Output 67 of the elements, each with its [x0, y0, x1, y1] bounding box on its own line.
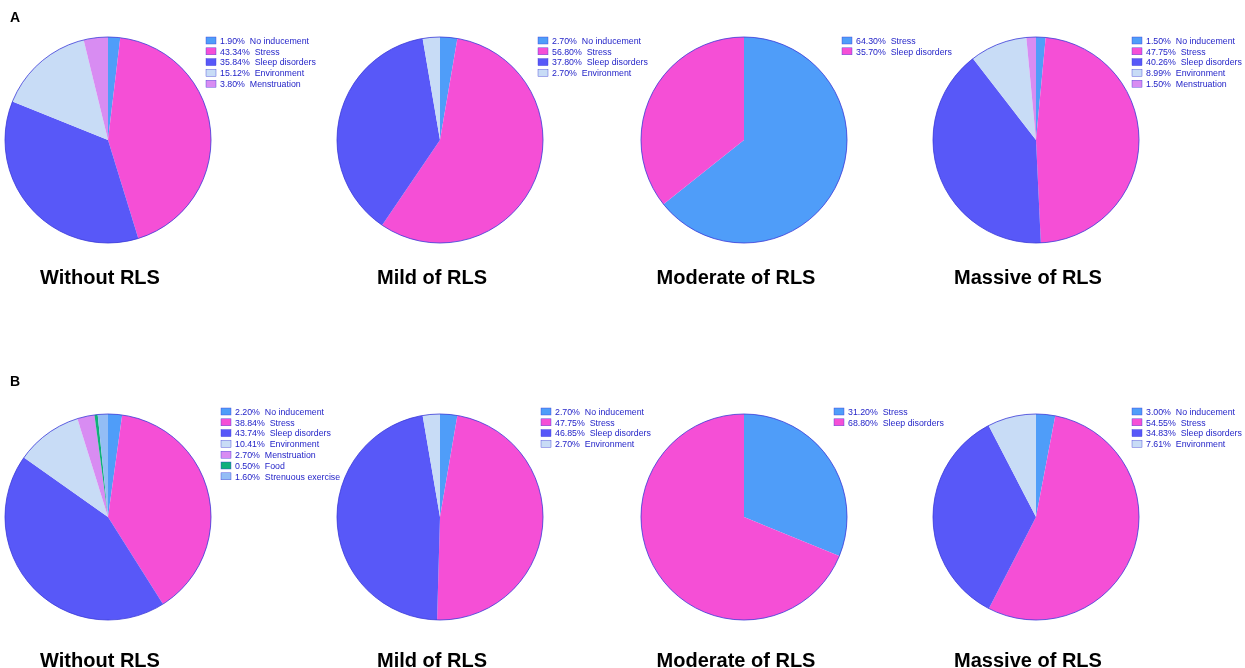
legend-label: 47.75% Stress: [555, 417, 616, 428]
legend-label: 40.26% Sleep disorders: [1146, 57, 1243, 68]
text: Mild of RLS: [377, 266, 487, 288]
text: Moderate of RLS: [656, 649, 816, 668]
pie-slice: [437, 415, 543, 620]
pie-slice: [5, 101, 139, 243]
text: Without RLS: [40, 649, 160, 668]
legend-label: 7.61% Environment: [1146, 439, 1226, 450]
legend-label: 54.55% Stress: [1146, 417, 1207, 428]
pie-slice: [422, 414, 440, 517]
legend-label: 10.41% Environment: [235, 439, 320, 450]
text: A: [10, 9, 21, 25]
legend-label: 34.83% Sleep disorders: [1146, 428, 1243, 439]
pie-slice: [663, 37, 847, 243]
pie-slice: [77, 414, 108, 517]
legend-label: 43.34% Stress: [220, 46, 281, 57]
legend-label: 35.84% Sleep disorders: [220, 57, 317, 68]
legend-label: 31.20% Stress: [848, 406, 909, 417]
legend-label: 2.70% Environment: [555, 439, 635, 450]
pie-slice: [933, 425, 1036, 609]
pie-slice: [337, 38, 440, 226]
text: Massive of RLS: [954, 649, 1102, 668]
pie-slice: [988, 415, 1139, 620]
pie-slice: [972, 37, 1036, 140]
pie-slice: [108, 37, 211, 239]
legend-label: 2.70% Environment: [552, 68, 632, 79]
legend-label: 1.50% No inducement: [1146, 35, 1236, 46]
legend-label: 3.80% Menstruation: [220, 79, 301, 89]
pie-slice: [382, 38, 543, 243]
text: Without RLS: [40, 266, 160, 288]
legend-label: 2.70% No inducement: [555, 406, 645, 417]
legend-label: 1.60% Strenuous exercise: [235, 471, 341, 482]
pie-slice: [23, 418, 108, 517]
pie-slice: [988, 414, 1036, 517]
pie-slice: [440, 37, 458, 140]
legend-label: 38.84% Stress: [235, 417, 296, 428]
legend-label: 3.00% No inducement: [1146, 406, 1236, 417]
legend-label: 2.70% Menstruation: [235, 450, 316, 460]
legend-label: 47.75% Stress: [1146, 46, 1207, 57]
legend-label: 1.50% Menstruation: [1146, 79, 1227, 89]
legend-label: 46.85% Sleep disorders: [555, 428, 652, 439]
pie-slice: [422, 37, 440, 140]
legend-label: 2.20% No inducement: [235, 406, 325, 417]
legend-label: 0.50% Food: [235, 460, 285, 471]
pie-slice: [440, 414, 458, 517]
pie-slice: [108, 414, 211, 605]
text: Massive of RLS: [954, 266, 1102, 288]
pie-slice: [12, 39, 108, 140]
legend-label: 64.30% Stress: [856, 35, 917, 46]
pie-slice: [1036, 414, 1056, 517]
text: Moderate of RLS: [656, 266, 816, 288]
pie-slice: [83, 37, 108, 140]
pie-slice: [933, 58, 1041, 243]
text: B: [10, 373, 21, 389]
legend-label: 15.12% Environment: [220, 68, 305, 79]
legend-label: 8.99% Environment: [1146, 68, 1226, 79]
legend-label: 2.70% No inducement: [552, 35, 642, 46]
pie-slice: [5, 457, 163, 620]
pie-slice: [744, 414, 847, 557]
legend-label: 68.80% Sleep disorders: [848, 417, 945, 428]
legend-label: 37.80% Sleep disorders: [552, 57, 649, 68]
legend-label: 1.90% No inducement: [220, 35, 310, 46]
legend-label: 43.74% Sleep disorders: [235, 428, 332, 439]
pie-slice: [1036, 37, 1139, 243]
legend-label: 56.80% Stress: [552, 46, 613, 57]
text: Mild of RLS: [377, 649, 487, 668]
legend-label: 35.70% Sleep disorders: [856, 46, 953, 57]
